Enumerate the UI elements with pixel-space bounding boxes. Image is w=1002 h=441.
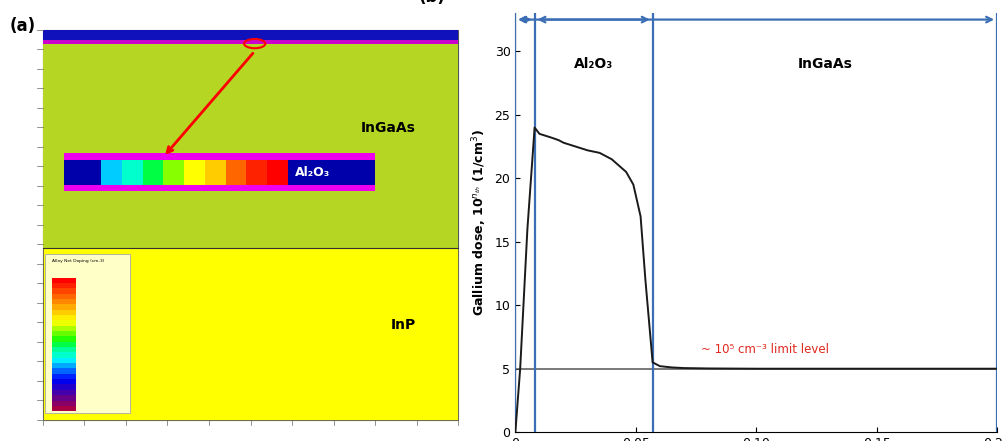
Bar — [63, 153, 375, 160]
Bar — [52, 288, 76, 294]
Bar — [43, 30, 458, 420]
Bar — [184, 160, 204, 185]
Bar — [52, 304, 76, 310]
Bar — [52, 390, 76, 395]
Text: Al₂O₃: Al₂O₃ — [296, 166, 331, 179]
Bar — [52, 363, 76, 368]
Text: InP: InP — [391, 318, 416, 333]
Bar — [121, 160, 142, 185]
Bar — [52, 374, 76, 379]
Bar — [52, 336, 76, 342]
Bar — [52, 277, 76, 283]
Bar — [45, 254, 130, 413]
Bar — [52, 358, 76, 363]
Bar — [52, 368, 76, 374]
Bar — [52, 331, 76, 336]
Bar — [52, 320, 76, 325]
Bar — [246, 160, 268, 185]
Text: InGaAs: InGaAs — [361, 121, 416, 135]
Bar — [52, 379, 76, 385]
Text: ~ 10⁵ cm⁻³ limit level: ~ 10⁵ cm⁻³ limit level — [700, 343, 829, 356]
Bar — [52, 299, 76, 304]
Text: Al₂O₃: Al₂O₃ — [574, 57, 613, 71]
Bar — [52, 283, 76, 288]
Bar — [43, 30, 458, 248]
Bar — [52, 325, 76, 331]
Bar — [52, 352, 76, 358]
Bar — [204, 160, 225, 185]
Bar — [52, 310, 76, 315]
Bar — [43, 40, 458, 45]
Bar — [52, 347, 76, 352]
Bar — [163, 160, 184, 185]
Bar — [52, 395, 76, 400]
Bar — [63, 153, 375, 191]
Bar — [52, 294, 76, 299]
Bar — [52, 406, 76, 411]
Y-axis label: Gallium dose, 10$^{n_{th}}$ (1/cm$^3$): Gallium dose, 10$^{n_{th}}$ (1/cm$^3$) — [471, 129, 489, 316]
Bar — [52, 315, 76, 320]
Text: (b): (b) — [419, 0, 446, 6]
Text: InGaAs: InGaAs — [798, 57, 853, 71]
Bar — [52, 400, 76, 406]
Text: Alloy Net Doping (cm-3): Alloy Net Doping (cm-3) — [52, 259, 104, 263]
Bar — [52, 385, 76, 390]
Bar — [268, 160, 288, 185]
Bar — [43, 248, 458, 420]
Bar — [142, 160, 163, 185]
Bar — [52, 342, 76, 347]
Bar — [43, 30, 458, 40]
Bar — [101, 160, 121, 185]
Bar — [225, 160, 246, 185]
Text: (a): (a) — [10, 18, 36, 35]
Bar — [63, 185, 375, 191]
